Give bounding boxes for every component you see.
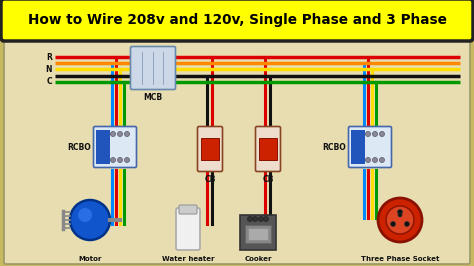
Text: Cooker: Cooker	[244, 256, 272, 262]
Text: CB: CB	[204, 175, 216, 184]
Circle shape	[118, 157, 122, 163]
Text: Water heater: Water heater	[162, 256, 214, 262]
FancyBboxPatch shape	[240, 215, 276, 250]
Circle shape	[110, 131, 116, 136]
FancyBboxPatch shape	[348, 127, 392, 168]
Circle shape	[365, 157, 371, 163]
FancyBboxPatch shape	[179, 205, 197, 214]
Bar	[97, 130, 110, 164]
Circle shape	[264, 217, 268, 222]
Circle shape	[78, 208, 92, 222]
Text: C: C	[46, 77, 52, 86]
Text: R: R	[46, 52, 52, 61]
FancyBboxPatch shape	[176, 208, 200, 250]
Bar	[259, 138, 277, 160]
Text: CB: CB	[262, 175, 273, 184]
Circle shape	[125, 157, 129, 163]
FancyBboxPatch shape	[245, 225, 271, 243]
Circle shape	[70, 200, 110, 240]
FancyBboxPatch shape	[248, 228, 268, 240]
Circle shape	[398, 210, 402, 214]
FancyBboxPatch shape	[198, 127, 222, 172]
Circle shape	[380, 131, 384, 136]
Text: How to Wire 208v and 120v, Single Phase and 3 Phase: How to Wire 208v and 120v, Single Phase …	[27, 13, 447, 27]
Bar	[352, 130, 365, 164]
Text: RCBO: RCBO	[67, 143, 91, 152]
Circle shape	[404, 222, 410, 227]
Circle shape	[253, 217, 257, 222]
Circle shape	[365, 131, 371, 136]
FancyBboxPatch shape	[255, 127, 281, 172]
Circle shape	[373, 157, 377, 163]
Text: RCBO: RCBO	[322, 143, 346, 152]
Circle shape	[258, 217, 264, 222]
Circle shape	[247, 217, 253, 222]
FancyBboxPatch shape	[130, 47, 175, 89]
Bar	[201, 138, 219, 160]
Circle shape	[391, 222, 396, 227]
FancyBboxPatch shape	[93, 127, 137, 168]
Text: Three Phase Socket: Three Phase Socket	[361, 256, 439, 262]
Circle shape	[378, 198, 422, 242]
Circle shape	[380, 157, 384, 163]
Circle shape	[398, 213, 402, 217]
Circle shape	[373, 131, 377, 136]
Text: Motor: Motor	[78, 256, 102, 262]
Circle shape	[125, 131, 129, 136]
Text: N: N	[46, 64, 52, 73]
Circle shape	[386, 206, 414, 234]
Text: MCB: MCB	[144, 93, 163, 102]
Circle shape	[118, 131, 122, 136]
Circle shape	[110, 157, 116, 163]
FancyBboxPatch shape	[4, 40, 470, 264]
FancyBboxPatch shape	[1, 0, 473, 41]
